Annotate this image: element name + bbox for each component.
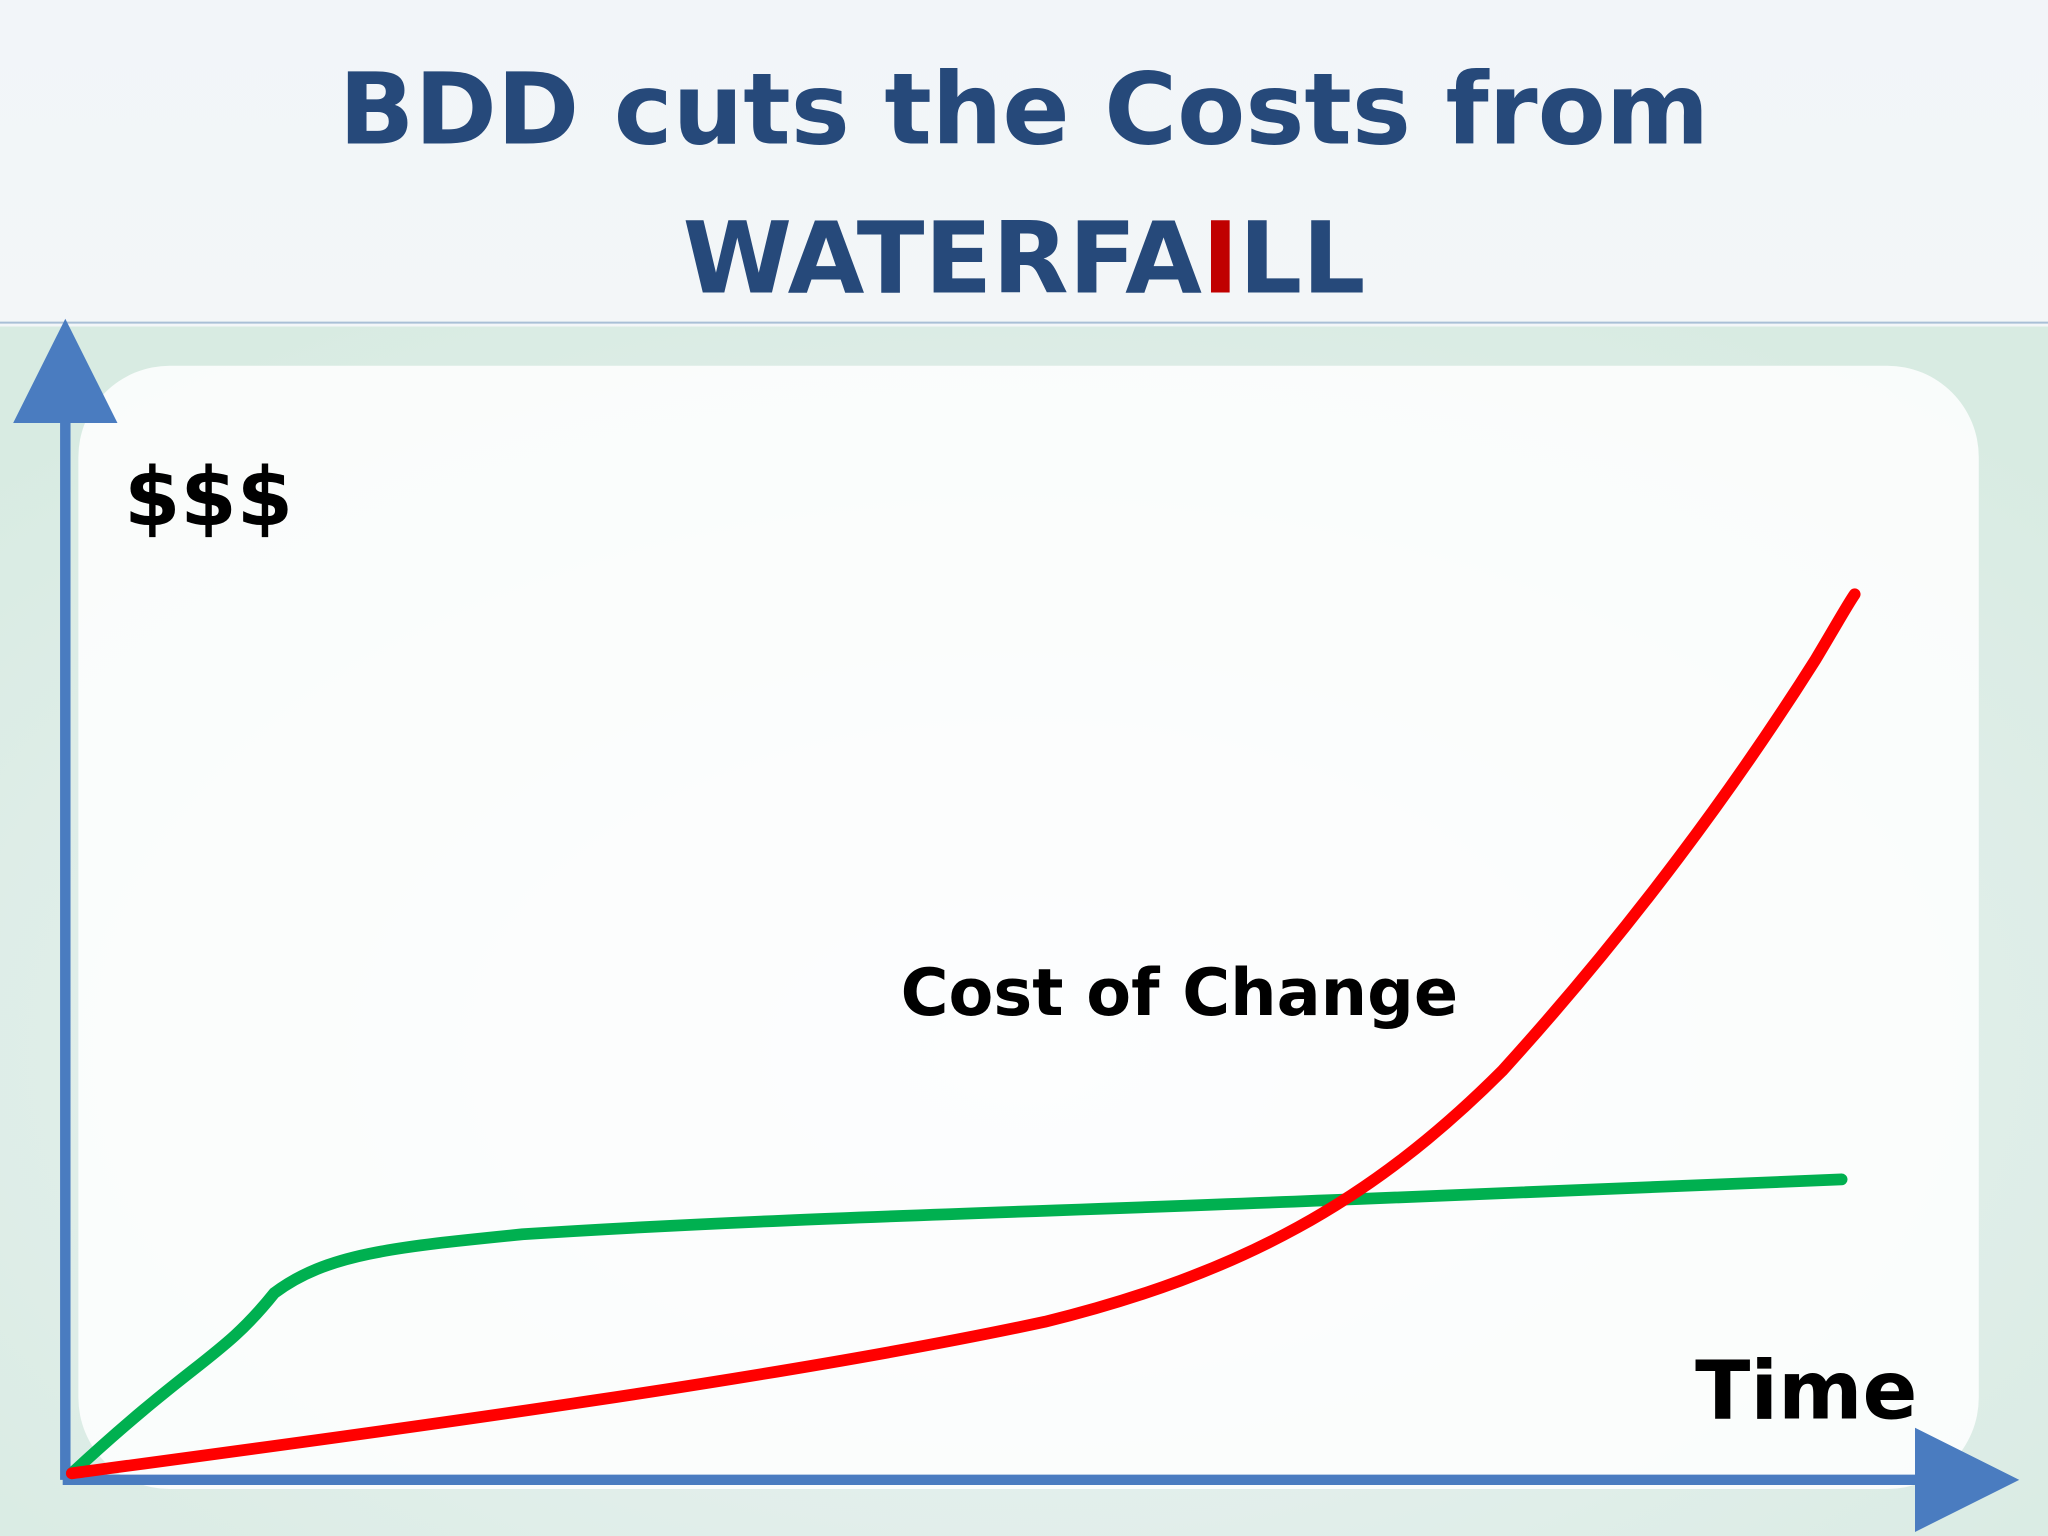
- content-panel: [78, 365, 1979, 1489]
- title-part: LL: [1239, 202, 1366, 317]
- title-line1: BDD cuts the Costs from: [339, 53, 1709, 168]
- x-axis-label: Time: [1695, 1344, 1917, 1438]
- y-axis-label: $$$: [124, 451, 293, 545]
- title-part: WATERFA: [683, 202, 1202, 317]
- title-highlight: I: [1202, 202, 1239, 317]
- annotation: Cost of Change: [901, 955, 1459, 1031]
- green-curve: [65, 1173, 1848, 1480]
- title-line2: WATERFAILL: [683, 202, 1366, 317]
- red-curve: [65, 588, 1861, 1480]
